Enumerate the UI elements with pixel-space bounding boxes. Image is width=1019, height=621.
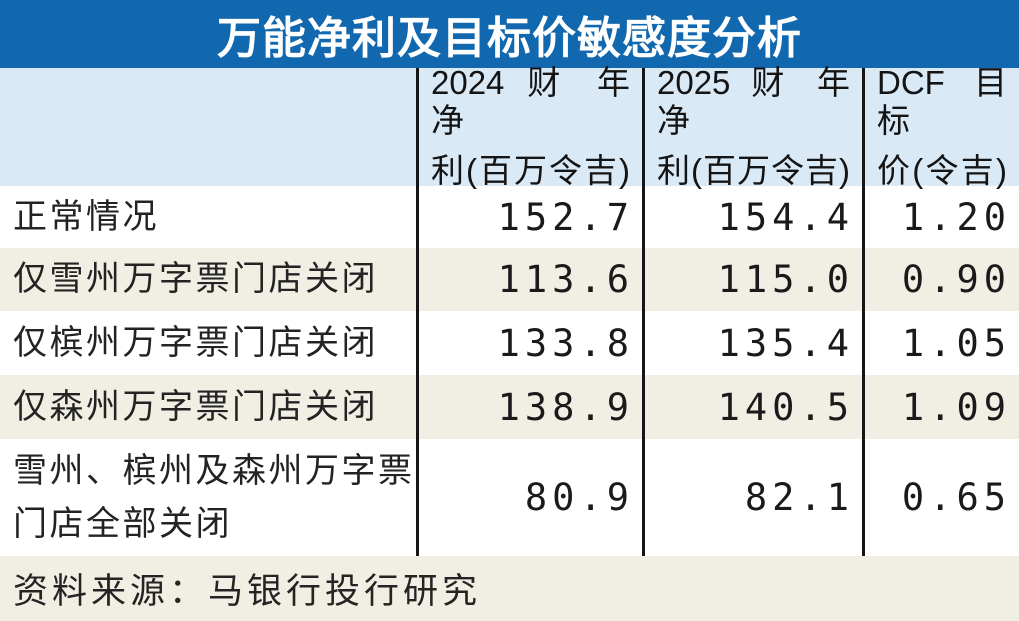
value-dcf-target: 0.90 bbox=[862, 248, 1019, 311]
row-label: 雪州、槟州及森州万字票 门店全部关闭 bbox=[0, 439, 416, 556]
value-fy2024: 138.9 bbox=[416, 375, 642, 439]
table-row: 仅森州万字票门店关闭 138.9 140.5 1.09 bbox=[0, 375, 1019, 439]
column-header-fy2025: 2025 财 年 净 利(百万令吉) bbox=[642, 64, 862, 189]
title-bar: 万能净利及目标价敏感度分析 bbox=[0, 0, 1019, 68]
column-header-line: 2025 财 年 净 bbox=[657, 64, 850, 140]
value-fy2025: 135.4 bbox=[642, 311, 862, 375]
value-fy2025: 82.1 bbox=[642, 439, 862, 556]
value-dcf-target: 1.09 bbox=[862, 375, 1019, 439]
column-header-line: 利(百万令吉) bbox=[431, 151, 630, 189]
value-fy2024: 113.6 bbox=[416, 248, 642, 311]
column-header-dcf-target: DCF目标 价(令吉) bbox=[862, 64, 1019, 189]
row-label-line: 雪州、槟州及森州万字票 bbox=[13, 451, 415, 490]
column-header-line: 2024 财 年 净 bbox=[431, 64, 630, 140]
value-fy2025: 115.0 bbox=[642, 248, 862, 311]
value-dcf-target: 0.65 bbox=[862, 439, 1019, 556]
row-label-line: 门店全部关闭 bbox=[13, 504, 232, 543]
table-row: 仅雪州万字票门店关闭 113.6 115.0 0.90 bbox=[0, 248, 1019, 311]
value-dcf-target: 1.20 bbox=[862, 186, 1019, 248]
row-label: 仅雪州万字票门店关闭 bbox=[0, 248, 416, 311]
row-label-line: 仅森州万字票门店关闭 bbox=[13, 387, 378, 426]
value-fy2024: 80.9 bbox=[416, 439, 642, 556]
row-label-line: 正常情况 bbox=[13, 197, 159, 236]
column-header-fy2024: 2024 财 年 净 利(百万令吉) bbox=[416, 64, 642, 189]
table-row: 正常情况 152.7 154.4 1.20 bbox=[0, 186, 1019, 248]
column-header-line: 价(令吉) bbox=[877, 151, 1007, 189]
row-label: 仅槟州万字票门店关闭 bbox=[0, 311, 416, 375]
table-row: 仅槟州万字票门店关闭 133.8 135.4 1.05 bbox=[0, 311, 1019, 375]
table-header-row: 2024 财 年 净 利(百万令吉) 2025 财 年 净 利(百万令吉) DC… bbox=[0, 64, 1019, 189]
row-label-line: 仅槟州万字票门店关闭 bbox=[13, 323, 378, 362]
row-label: 正常情况 bbox=[0, 186, 416, 248]
value-fy2024: 133.8 bbox=[416, 311, 642, 375]
page-title: 万能净利及目标价敏感度分析 bbox=[217, 14, 802, 63]
value-dcf-target: 1.05 bbox=[862, 311, 1019, 375]
value-fy2024: 152.7 bbox=[416, 186, 642, 248]
column-header-line: DCF目标 bbox=[877, 64, 1007, 140]
value-fy2025: 140.5 bbox=[642, 375, 862, 439]
row-label-line: 仅雪州万字票门店关闭 bbox=[13, 260, 378, 299]
source-note: 资料来源：马银行投行研究 bbox=[0, 556, 1019, 621]
header-scenario-spacer bbox=[0, 68, 416, 186]
value-fy2025: 154.4 bbox=[642, 186, 862, 248]
row-label: 仅森州万字票门店关闭 bbox=[0, 375, 416, 439]
table-row: 雪州、槟州及森州万字票 门店全部关闭 80.9 82.1 0.65 bbox=[0, 439, 1019, 556]
column-header-line: 利(百万令吉) bbox=[657, 151, 850, 189]
